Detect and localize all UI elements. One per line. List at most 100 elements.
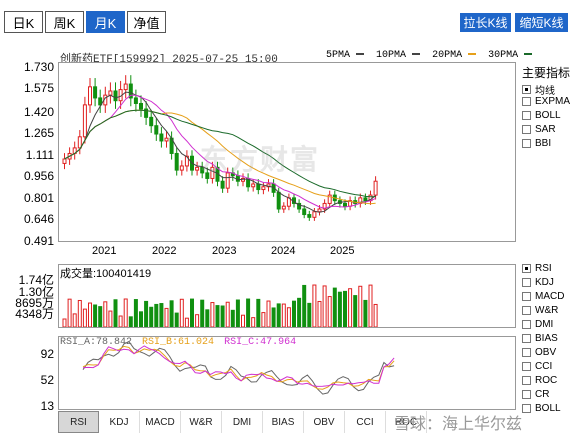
sub-indicator-roc[interactable]: ROC (522, 375, 557, 386)
tab-day-k[interactable]: 日K (4, 11, 43, 33)
main-indicator-boll[interactable]: BOLL (522, 110, 561, 121)
item-label: DMI (535, 319, 554, 330)
tab-month-k[interactable]: 月K (86, 11, 125, 33)
checkbox-icon[interactable] (522, 348, 531, 357)
vol-tick-3: 4348万 (15, 307, 54, 321)
bottom-watermark: 雪球：海上华尔兹 (394, 416, 523, 433)
checkbox-icon[interactable] (522, 320, 531, 329)
candle-body (373, 180, 378, 196)
checkbox-icon[interactable] (522, 334, 531, 343)
rsi-tick-2: 13 (40, 399, 54, 413)
checkbox-icon[interactable] (522, 376, 531, 385)
checkbox-icon[interactable] (522, 139, 531, 148)
tab-dmi[interactable]: DMI (222, 411, 263, 433)
tab-cci[interactable]: CCI (345, 411, 386, 433)
vol-tick-2: 8695万 (15, 296, 54, 310)
volume-chart (62, 284, 378, 328)
rsi-panel[interactable] (58, 336, 516, 410)
checkbox-icon[interactable] (522, 85, 531, 94)
volume-bar (118, 315, 123, 328)
checkbox-icon[interactable] (522, 111, 531, 120)
sub-indicator-bias[interactable]: BIAS (522, 333, 558, 344)
item-label: EXPMA (535, 96, 571, 107)
candle-body (322, 202, 327, 210)
tab-bias[interactable]: BIAS (263, 411, 304, 433)
volume-bar (133, 299, 138, 328)
candle-body (159, 133, 164, 142)
candle-body (62, 158, 67, 164)
kline-panel[interactable] (58, 62, 516, 242)
candle-body (261, 186, 266, 191)
volume-bar (358, 285, 363, 328)
item-label: ROC (535, 375, 558, 386)
main-indicator-expma[interactable]: EXPMA (522, 96, 570, 107)
volume-bar (230, 309, 235, 328)
volume-bar (348, 288, 353, 328)
main-indicator-title: 主要指标 (522, 66, 571, 80)
tab-week-k[interactable]: 周K (45, 11, 84, 33)
sub-indicator-boll[interactable]: BOLL (522, 403, 561, 414)
volume-bar (235, 299, 240, 328)
shorten-k-button[interactable]: 缩短K线 (515, 13, 568, 32)
sub-indicator-macd[interactable]: MACD (522, 291, 564, 302)
candle-body (281, 205, 286, 210)
volume-bar (286, 307, 291, 328)
candle-body (297, 202, 302, 210)
indicator-tabs: RSI KDJ MACD W&R DMI BIAS OBV CCI ROC (58, 411, 427, 433)
tab-nav[interactable]: 净值 (127, 11, 166, 33)
item-label: RSI (535, 263, 552, 274)
candle-body (312, 211, 317, 218)
checkbox-icon[interactable] (522, 292, 531, 301)
main-indicator-sar[interactable]: SAR (522, 124, 556, 135)
checkbox-icon[interactable] (522, 264, 531, 273)
sub-indicator-wr[interactable]: W&R (522, 305, 558, 316)
volume-bar (210, 302, 215, 328)
item-label: W&R (535, 305, 559, 316)
stretch-k-button[interactable]: 拉长K线 (460, 13, 511, 32)
rsi-a-label: RSI_A:78.842 (60, 337, 133, 348)
candle-body (220, 180, 225, 189)
candle-body (251, 183, 256, 188)
tab-macd[interactable]: MACD (140, 411, 181, 433)
volume-bar (77, 299, 82, 328)
checkbox-icon[interactable] (522, 390, 531, 399)
checkbox-icon[interactable] (522, 97, 531, 106)
volume-bar (297, 297, 302, 328)
volume-bar (261, 312, 266, 328)
volume-bar (373, 303, 378, 328)
candle-body (77, 136, 82, 149)
tab-wr[interactable]: W&R (181, 411, 222, 433)
main-indicator-ma[interactable]: 均线 (522, 82, 555, 97)
candle-body (82, 104, 87, 138)
volume-bar (179, 298, 184, 328)
price-tick-5: 0.956 (23, 169, 54, 183)
price-tick-1: 1.575 (23, 81, 54, 95)
ma10-swatch (412, 53, 421, 56)
sub-indicator-rsi[interactable]: RSI (522, 263, 552, 274)
volume-bar (123, 298, 128, 328)
sub-indicator-cci[interactable]: CCI (522, 361, 552, 372)
main-indicator-bbi[interactable]: BBI (522, 138, 551, 149)
tab-rsi[interactable]: RSI (58, 411, 99, 433)
candle-body (307, 214, 312, 218)
sub-indicator-dmi[interactable]: DMI (522, 319, 553, 330)
volume-panel[interactable] (58, 264, 516, 328)
ma30-swatch (524, 53, 533, 56)
volume-bar (82, 308, 87, 328)
tab-kdj[interactable]: KDJ (99, 411, 140, 433)
sub-indicator-cr[interactable]: CR (522, 389, 549, 400)
checkbox-icon[interactable] (522, 125, 531, 134)
volume-bar (363, 299, 368, 328)
year-2023: 2023 (212, 245, 237, 257)
candle-body (133, 97, 138, 104)
sub-indicator-obv[interactable]: OBV (522, 347, 556, 358)
checkbox-icon[interactable] (522, 362, 531, 371)
checkbox-icon[interactable] (522, 404, 531, 413)
checkbox-icon[interactable] (522, 306, 531, 315)
item-label: SAR (535, 124, 556, 135)
candle-body (88, 86, 92, 106)
sub-indicator-kdj[interactable]: KDJ (522, 277, 554, 288)
tab-roc[interactable]: ROC (386, 411, 427, 433)
tab-obv[interactable]: OBV (304, 411, 345, 433)
checkbox-icon[interactable] (522, 278, 531, 287)
